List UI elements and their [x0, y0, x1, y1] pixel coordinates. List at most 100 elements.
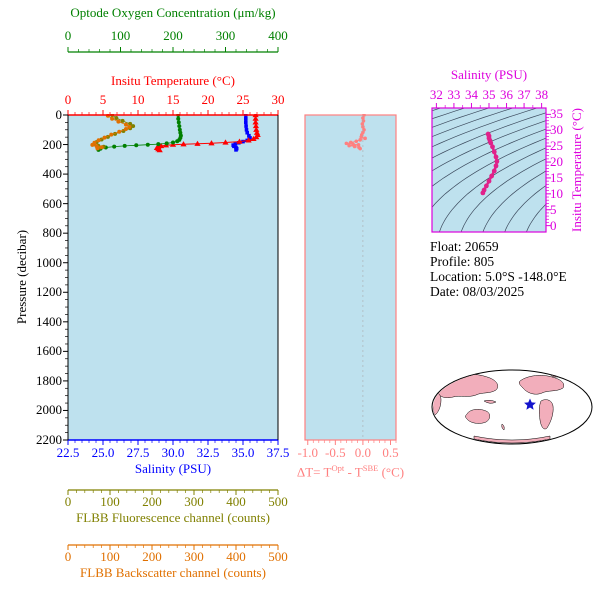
isopycnal-contour: [460, 158, 546, 232]
series-marker: [244, 116, 248, 121]
series-marker: [352, 144, 357, 149]
tick-label: 300: [184, 549, 204, 564]
tick-label: 1400: [36, 313, 62, 329]
series-marker: [99, 145, 104, 150]
series-marker: [234, 148, 238, 152]
delta-t-plot-area: [305, 115, 396, 440]
series-marker: [244, 120, 248, 125]
temperature-tick-labels: 0 5 10 15 20 25 30: [0, 93, 609, 107]
backscatter-axis-title: FLBB Backscatter channel (counts): [80, 565, 266, 580]
tick-label: 200: [163, 28, 183, 43]
tick-label: 25.0: [91, 445, 115, 460]
salinity-tick-labels: 22.5 25.0 27.5 30.0 32.5 35.0 37.5: [0, 446, 609, 460]
series-marker: [358, 138, 362, 142]
series-marker: [358, 146, 362, 151]
isopycnal-contour: [526, 203, 546, 232]
series-marker: [252, 119, 259, 125]
backscatter-tick-labels: 0 100 200 300 400 500: [0, 550, 609, 564]
series-marker: [244, 127, 249, 132]
main-profile-series: [90, 114, 261, 153]
oxygen-tick-labels: 0 100 200 300 400: [0, 29, 609, 43]
delta-t-plot-border: [304, 114, 397, 441]
series-marker: [117, 129, 122, 134]
tick-label: 1600: [36, 343, 62, 359]
tick-label: 34: [464, 87, 478, 102]
info-date: Date: 08/03/2025: [430, 284, 525, 299]
map-landmasses: [433, 370, 564, 444]
tick-label: 15: [550, 169, 563, 185]
series-marker: [344, 141, 349, 146]
temperature-axis-title: Insitu Temperature (°C): [111, 73, 235, 88]
isopycnal-contour: [439, 147, 546, 232]
isopycnal-contour: [504, 185, 546, 232]
tick-label: 20: [201, 92, 215, 107]
tick-label: 200: [142, 549, 162, 564]
map-land-new-zealand: [501, 423, 505, 431]
tick-label: 30: [550, 122, 563, 138]
delta-t-title-part: ΔT= T: [296, 464, 332, 480]
tick-label: 35: [550, 106, 563, 122]
tick-label: -0.5: [325, 445, 346, 460]
map-globe-outline: [431, 369, 593, 445]
delta-t-title-sup-sbe: SBE: [362, 463, 379, 473]
tick-label: 20: [550, 154, 563, 170]
series-marker: [156, 142, 161, 147]
info-profile: Profile: 805: [430, 254, 495, 269]
isopycnal-contour: [432, 137, 546, 208]
series-marker: [491, 168, 497, 174]
series-marker: [177, 124, 182, 129]
series-marker: [488, 140, 494, 146]
isopycnal-contour: [482, 170, 546, 232]
series-marker: [493, 154, 499, 160]
series-marker: [176, 116, 181, 121]
tick-label: 1800: [36, 372, 62, 388]
series-marker: [236, 138, 243, 144]
tick-label: -1.0: [297, 445, 319, 460]
tick-label: 5: [550, 201, 557, 217]
tick-label: 0: [64, 494, 72, 509]
series-marker: [363, 136, 367, 141]
series-marker: [164, 141, 169, 146]
axes-and-ticks: [63, 47, 551, 550]
ts-salinity-axis-title: Salinity (PSU): [450, 67, 528, 82]
tick-label: 0.0: [354, 445, 372, 460]
tick-label: 22.5: [56, 445, 80, 460]
tick-label: 0: [550, 217, 557, 233]
ts-temperature-tick-labels: 0 5 10 15 20 25 30 35: [550, 0, 580, 300]
tick-label: 35: [482, 87, 496, 102]
series-marker: [489, 173, 495, 179]
map-land-north-america: [518, 375, 564, 395]
info-location: Location: 5.0°S -148.0°E: [430, 269, 567, 284]
series-marker: [110, 116, 115, 121]
series-marker: [253, 126, 260, 132]
tick-label: 2000: [36, 402, 62, 418]
series-marker: [194, 140, 201, 146]
tick-label: 36: [500, 87, 514, 102]
series-marker: [102, 135, 107, 140]
series-marker: [360, 122, 365, 126]
map-land-indonesia: [483, 399, 497, 404]
tick-label: 300: [215, 28, 236, 43]
tick-label: 0.5: [382, 445, 399, 460]
tick-label: 800: [42, 225, 63, 241]
series-marker: [361, 119, 366, 123]
series-marker: [252, 115, 259, 121]
isopycnal-contour: [432, 108, 465, 120]
series-marker: [122, 143, 127, 148]
series-marker: [486, 178, 492, 184]
tick-label: 100: [110, 28, 131, 43]
delta-t-tick-labels: -1.0 -0.5 0.0 0.5: [0, 446, 609, 460]
tick-label: 100: [100, 494, 120, 509]
tick-label: 32.5: [196, 445, 220, 460]
delta-t-title-part: (°C): [378, 464, 405, 480]
tick-label: 2200: [36, 432, 62, 447]
map-land-antarctica: [473, 435, 551, 444]
tick-label: 27.5: [126, 445, 150, 460]
series-marker: [96, 138, 101, 143]
tick-label: 600: [42, 195, 63, 211]
ts-series: [480, 131, 500, 196]
tick-label: 33: [447, 87, 461, 102]
series-marker: [114, 115, 119, 120]
